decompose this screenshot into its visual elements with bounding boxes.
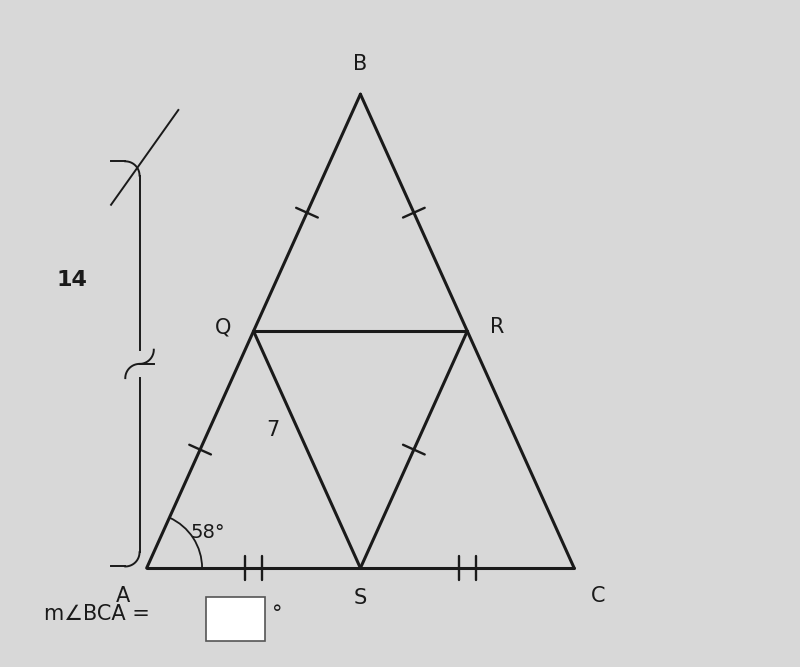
Text: R: R — [490, 317, 505, 338]
FancyBboxPatch shape — [206, 597, 266, 641]
Text: 58°: 58° — [190, 523, 225, 542]
Text: 7: 7 — [266, 420, 280, 440]
Text: m∠BCA =: m∠BCA = — [44, 604, 156, 624]
Text: A: A — [116, 586, 130, 606]
Text: B: B — [354, 54, 367, 74]
Text: °: ° — [272, 604, 282, 624]
Text: 14: 14 — [56, 269, 87, 289]
Text: C: C — [590, 586, 605, 606]
Text: Q: Q — [215, 317, 232, 338]
Text: S: S — [354, 588, 367, 608]
